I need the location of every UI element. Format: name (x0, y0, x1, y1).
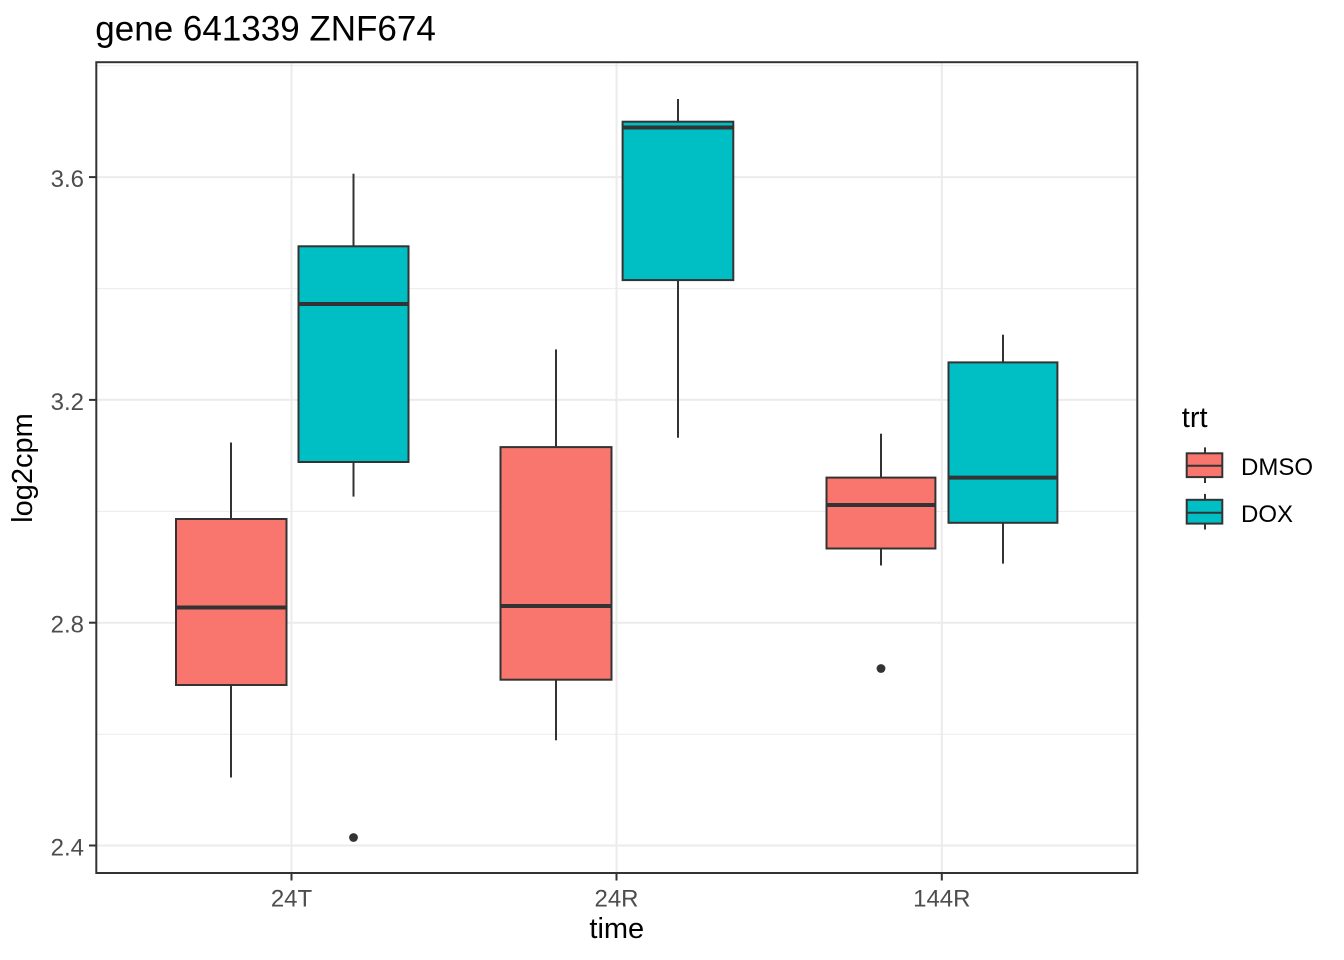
svg-text:DOX: DOX (1241, 501, 1293, 528)
svg-text:time: time (589, 913, 644, 945)
svg-text:gene 641339 ZNF674: gene 641339 ZNF674 (95, 9, 436, 48)
svg-text:trt: trt (1182, 402, 1208, 434)
svg-text:3.6: 3.6 (51, 166, 84, 193)
svg-text:log2cpm: log2cpm (7, 413, 39, 523)
svg-text:24T: 24T (271, 886, 313, 913)
svg-text:DMSO: DMSO (1241, 454, 1313, 481)
svg-text:2.4: 2.4 (51, 834, 84, 861)
svg-text:2.8: 2.8 (51, 612, 84, 639)
svg-text:144R: 144R (913, 886, 970, 913)
svg-text:24R: 24R (594, 886, 638, 913)
svg-text:3.2: 3.2 (51, 389, 84, 416)
